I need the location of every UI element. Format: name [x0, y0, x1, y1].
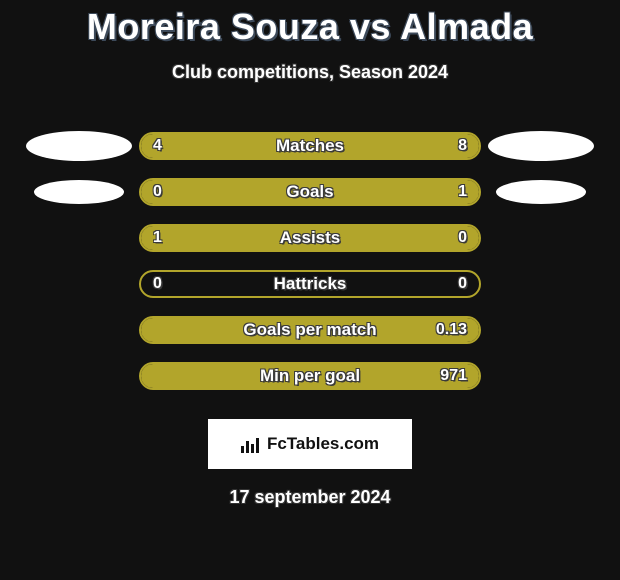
stat-label: Assists	[280, 228, 340, 248]
brand-inner: FcTables.com	[241, 434, 379, 454]
right-side-slot	[481, 131, 601, 161]
stat-bars-container: 4 8 Matches 0 1 Goals 1 0 Assists 0 0 Hattricks 0.13…	[0, 123, 620, 399]
stat-value-right: 971	[440, 367, 467, 385]
player-shape-right	[488, 131, 594, 161]
stat-bar: 971 Min per goal	[139, 362, 481, 390]
page-subtitle: Club competitions, Season 2024	[0, 62, 620, 83]
stat-value-left: 0	[153, 275, 162, 293]
bar-fill-left	[141, 180, 202, 204]
page-title: Moreira Souza vs Almada	[0, 6, 620, 48]
stat-row: 971 Min per goal	[0, 353, 620, 399]
stat-value-right: 0	[458, 229, 467, 247]
bar-fill-right	[405, 226, 479, 250]
player-shape-left	[34, 180, 124, 204]
stat-bar: 0 0 Hattricks	[139, 270, 481, 298]
stat-label: Goals	[286, 182, 333, 202]
player-shape-right	[496, 180, 586, 204]
bar-chart-icon	[241, 435, 261, 453]
brand-box: FcTables.com	[208, 419, 412, 469]
stat-bar: 0 1 Goals	[139, 178, 481, 206]
stat-value-left: 4	[153, 137, 162, 155]
stat-value-right: 1	[458, 183, 467, 201]
stat-value-right: 8	[458, 137, 467, 155]
stat-bar: 0.13 Goals per match	[139, 316, 481, 344]
stat-row: 1 0 Assists	[0, 215, 620, 261]
left-side-slot	[19, 131, 139, 161]
stat-bar: 4 8 Matches	[139, 132, 481, 160]
stat-label: Goals per match	[243, 320, 376, 340]
brand-text: FcTables.com	[267, 434, 379, 454]
player-shape-left	[26, 131, 132, 161]
bar-fill-right	[202, 180, 479, 204]
date-label: 17 september 2024	[0, 487, 620, 508]
stat-row: 0.13 Goals per match	[0, 307, 620, 353]
stat-value-left: 0	[153, 183, 162, 201]
stat-label: Hattricks	[274, 274, 347, 294]
stat-value-right: 0	[458, 275, 467, 293]
left-side-slot	[19, 180, 139, 204]
stat-label: Matches	[276, 136, 344, 156]
stat-row: 4 8 Matches	[0, 123, 620, 169]
comparison-infographic: Moreira Souza vs Almada Club competition…	[0, 0, 620, 580]
bar-fill-left	[141, 226, 405, 250]
stat-value-right: 0.13	[436, 321, 467, 339]
stat-row: 0 0 Hattricks	[0, 261, 620, 307]
right-side-slot	[481, 180, 601, 204]
stat-row: 0 1 Goals	[0, 169, 620, 215]
stat-bar: 1 0 Assists	[139, 224, 481, 252]
stat-value-left: 1	[153, 229, 162, 247]
stat-label: Min per goal	[260, 366, 360, 386]
